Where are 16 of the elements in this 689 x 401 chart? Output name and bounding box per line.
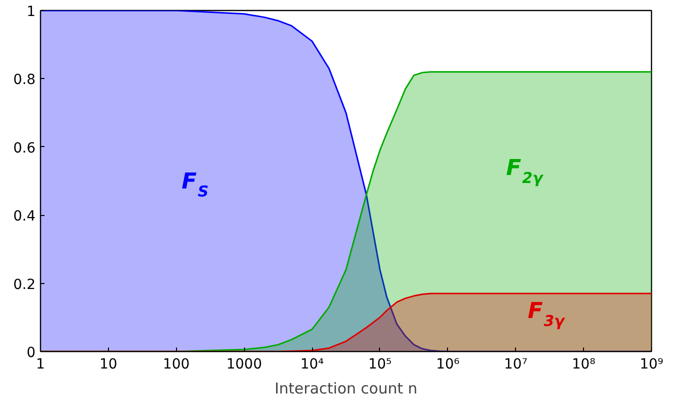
x-tick-label: 10⁶ [436, 356, 460, 372]
x-tick-label: 100 [162, 356, 190, 372]
y-tick-label: 0.8 [13, 72, 36, 88]
x-axis-title: Interaction count n [274, 380, 418, 398]
y-tick-label: 0 [26, 345, 36, 361]
x-tick-label: 10 [99, 356, 118, 372]
x-tick-label: 10⁹ [640, 356, 664, 372]
x-tick-label: 10⁴ [300, 356, 324, 372]
y-tick-label: 0.6 [13, 140, 36, 156]
y-tick-label: 1 [26, 4, 36, 20]
y-tick-label: 0.4 [13, 208, 36, 225]
x-tick-label: 1000 [226, 356, 262, 372]
x-tick-label: 10⁸ [572, 356, 596, 372]
x-tick-label: 10⁷ [504, 356, 528, 372]
y-tick-label: 0.2 [13, 276, 36, 293]
x-tick-label: 10⁵ [368, 356, 392, 372]
